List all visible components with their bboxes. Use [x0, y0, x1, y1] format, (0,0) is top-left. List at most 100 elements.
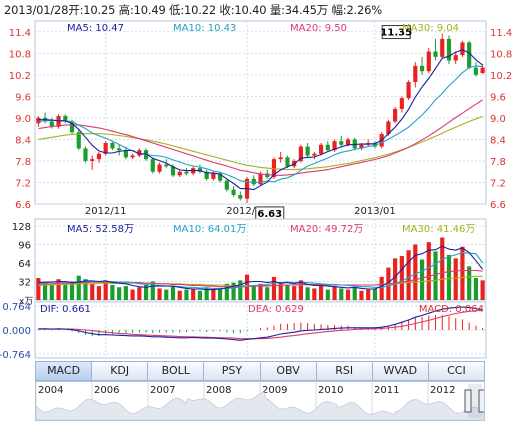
macd-lines	[38, 306, 483, 341]
volume-bar	[204, 287, 209, 300]
volume-bar	[63, 283, 68, 300]
volume-bar	[332, 286, 337, 300]
y-tick-label-left: 10.8	[9, 49, 31, 60]
volume-bar	[366, 289, 371, 300]
volume-bar	[453, 258, 458, 300]
candle-body	[318, 144, 324, 154]
volume-bar	[318, 284, 324, 300]
candle-body	[419, 65, 425, 72]
navigator-year-label: 2012	[430, 385, 455, 396]
candle-body	[96, 153, 102, 160]
volume-bar	[76, 275, 81, 300]
volume-bar	[83, 279, 88, 300]
candle-body	[76, 132, 81, 149]
y-tick-label-right: 7.2	[490, 178, 506, 189]
candle-body	[393, 108, 398, 122]
tab-wvad[interactable]: WVAD	[372, 361, 429, 381]
candle-body	[345, 139, 351, 145]
tab-kdj[interactable]: KDJ	[92, 361, 149, 381]
volume-moving-averages	[38, 245, 484, 291]
candle-body	[440, 38, 445, 57]
volume-bar	[197, 290, 203, 300]
candle-body	[56, 116, 61, 127]
price-annotation-box	[381, 25, 411, 40]
y-tick-label: -0.764	[0, 350, 31, 361]
navigator-handle[interactable]	[478, 389, 486, 413]
candle-body	[278, 157, 283, 160]
quote-high: 高:10.49	[118, 3, 166, 17]
volume-legend-ma30: MA30: 41.46万	[402, 224, 475, 235]
navigator-year-label: 2010	[318, 385, 343, 396]
y-tick-label-left: 8.4	[15, 135, 31, 146]
volume-bar	[49, 284, 54, 300]
ma5-line	[38, 49, 483, 191]
navigator-year-label: 2009	[262, 385, 287, 396]
volume-axis-labels: 128 96 64 32 x万 MA5: 52.58万 MA10: 64.01万 MA20: …	[12, 222, 475, 307]
legend-macd: MACD: 0.064	[419, 304, 484, 315]
navigator-year-label: 2008	[206, 385, 231, 396]
candle-body	[332, 141, 337, 151]
y-tick-label-right: 9.0	[490, 114, 506, 125]
tab-obv[interactable]: OBV	[260, 361, 317, 381]
volume-bar	[460, 246, 465, 300]
y-tick-label-left: 7.8	[15, 157, 31, 168]
candle-body	[298, 146, 303, 161]
tab-boll[interactable]: BOLL	[148, 361, 205, 381]
volume-bar	[43, 282, 48, 300]
volume-bar	[305, 287, 310, 300]
volume-bar	[379, 276, 384, 300]
volume-bars	[36, 237, 485, 300]
price-axis-labels: 11.4 11.4 10.8 10.8 10.2 10.2 9.6 9.6 9.0 9.0 8.4 8…	[9, 23, 512, 221]
legend-ma10: MA10: 10.43	[173, 23, 236, 34]
candle-body	[453, 55, 458, 61]
candle-body	[137, 150, 142, 156]
navigator-year-label: 2007	[150, 385, 175, 396]
x-tick-label: 2012/11	[85, 206, 127, 217]
candle-body	[473, 67, 478, 75]
tab-rsi[interactable]: RSI	[316, 361, 373, 381]
tab-macd[interactable]: MACD	[35, 361, 93, 381]
ma20-line	[38, 99, 483, 176]
tab-cci[interactable]: CCI	[428, 361, 485, 381]
navigator-year-label: 2011	[374, 385, 399, 396]
candle-body	[63, 116, 68, 122]
tab-psy[interactable]: PSY	[204, 361, 261, 381]
volume-bar	[251, 286, 256, 300]
volume-bar	[467, 266, 472, 300]
y-tick-label: 32	[18, 277, 31, 288]
volume-bar	[413, 244, 418, 300]
candle-body	[312, 153, 317, 156]
navigator-handle[interactable]	[464, 389, 472, 413]
volume-bar	[339, 288, 344, 300]
y-tick-label-left: 6.6	[15, 200, 31, 211]
y-tick-label-left: 9.6	[15, 92, 31, 103]
volume-legend-ma5: MA5: 52.58万	[67, 224, 134, 235]
volume-legend-ma20: MA20: 49.72万	[290, 224, 363, 235]
ma10-line	[38, 65, 483, 184]
candle-body	[103, 143, 108, 154]
candle-body	[271, 159, 277, 178]
candle-body	[211, 173, 216, 179]
volume-bar	[312, 288, 317, 300]
y-tick-label: 128	[12, 222, 31, 233]
volume-bar	[36, 278, 41, 300]
candle-body	[406, 82, 411, 99]
time-navigator[interactable]: 2004 2006 2007 2008 2009 2010 2011 2012	[35, 381, 486, 421]
volume-ma5-line	[38, 245, 484, 291]
price-annotation: 6.63	[257, 209, 282, 220]
candle-body	[150, 159, 155, 172]
y-tick-label: 0.764	[2, 302, 31, 313]
volume-bar	[359, 290, 364, 300]
y-tick-label-right: 10.8	[490, 49, 512, 60]
volume-bar	[446, 254, 452, 300]
navigator-area	[35, 391, 485, 421]
volume-bar	[372, 288, 378, 300]
volume-bar	[117, 287, 122, 300]
volume-bar	[123, 286, 128, 300]
x-tick-label: 2013/01	[354, 206, 396, 217]
y-tick-label: 0.000	[2, 326, 31, 337]
legend-ma20: MA20: 9.50	[290, 23, 347, 34]
volume-unit-label: x万	[19, 297, 33, 307]
volume-bar	[157, 288, 162, 300]
